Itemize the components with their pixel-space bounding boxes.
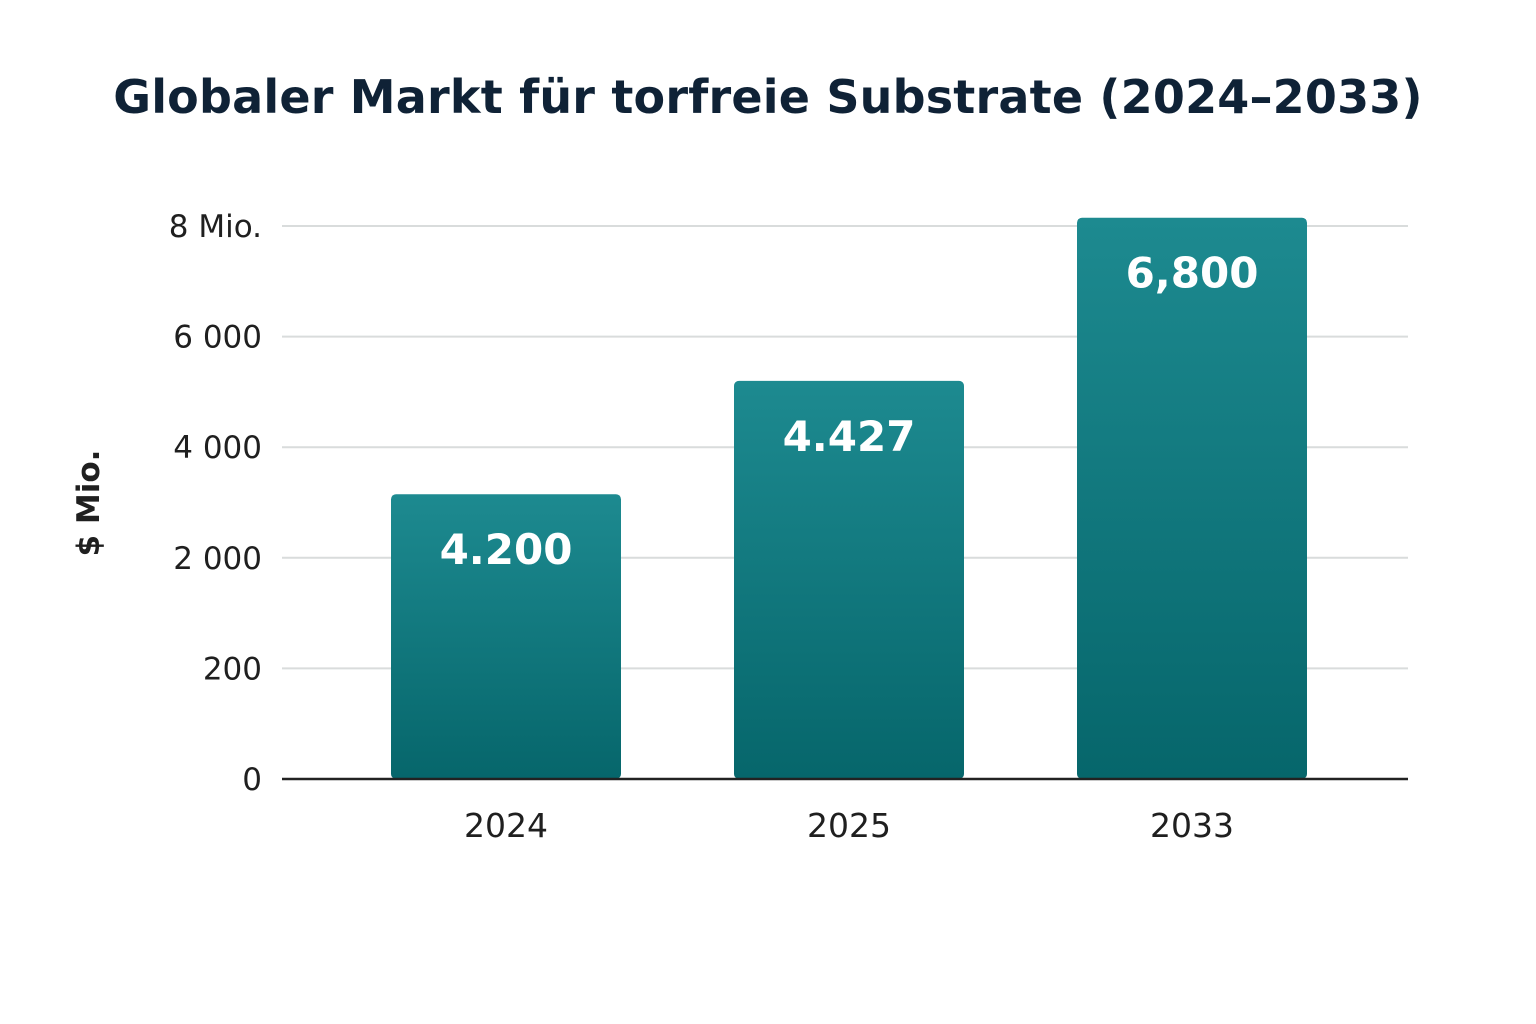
bar-2024: [391, 494, 621, 779]
y-tick-label: 6 000: [173, 320, 262, 356]
chart-title: Globaler Markt für torfreie Substrate (2…: [113, 70, 1423, 124]
y-axis-ticks: 0 200 2 000 4 000 6 000 8 Mio.: [169, 209, 262, 798]
bars: 4.200 4.427 6,800: [391, 217, 1307, 779]
y-tick-label: 0: [242, 762, 262, 798]
x-tick-label: 2033: [1150, 806, 1234, 845]
x-tick-label: 2025: [807, 806, 891, 845]
bar-2025: [734, 380, 964, 779]
bar-value-label: 6,800: [1126, 249, 1259, 298]
x-axis-labels: 2024 2025 2033: [464, 806, 1234, 845]
x-tick-label: 2024: [464, 806, 548, 845]
bar-value-label: 4.200: [440, 525, 573, 574]
bar-value-label: 4.427: [783, 412, 916, 461]
y-tick-label: 200: [203, 651, 262, 687]
y-tick-label: 4 000: [173, 430, 262, 466]
y-tick-label: 2 000: [173, 541, 262, 577]
y-tick-label: 8 Mio.: [169, 209, 262, 245]
y-axis-title: $ Mio.: [71, 450, 107, 557]
bar-2033: [1077, 217, 1307, 779]
